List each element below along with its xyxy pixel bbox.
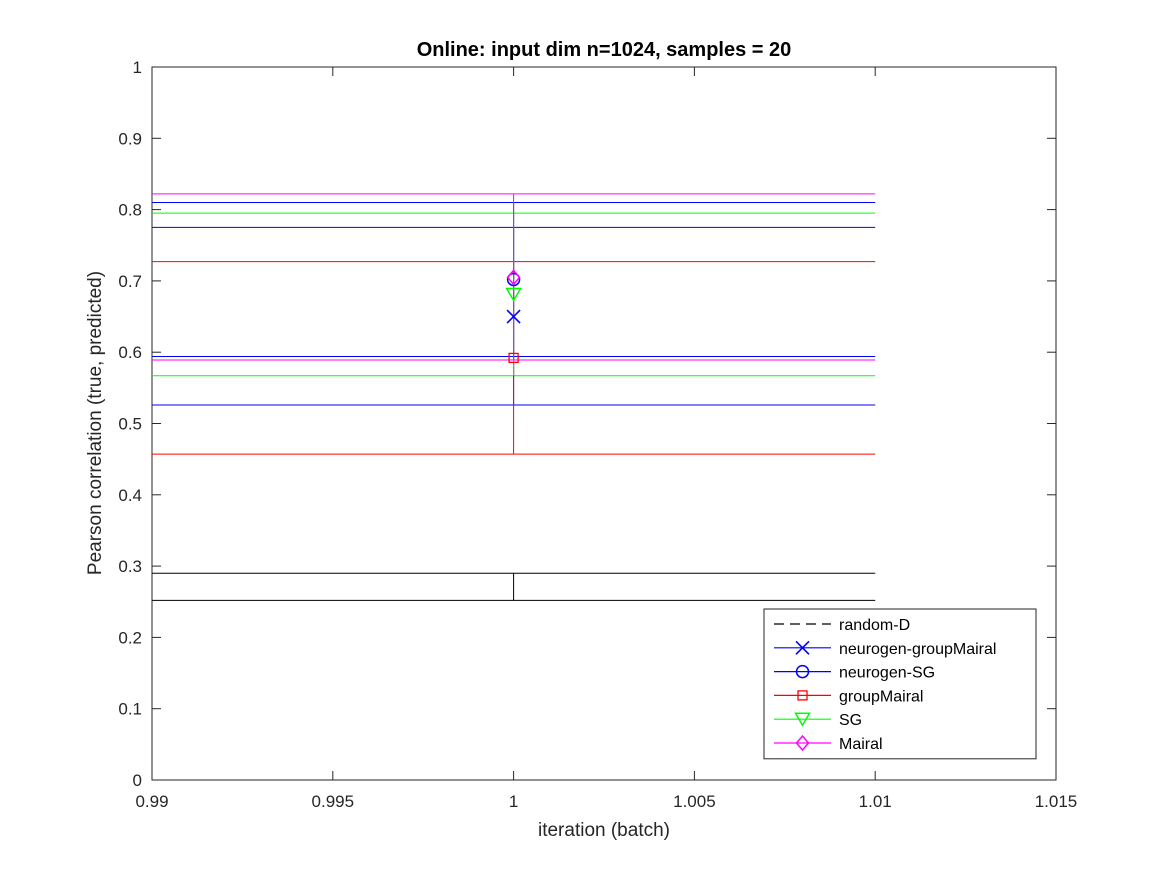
data-point-marker [506, 269, 521, 286]
legend-label: Mairal [839, 736, 883, 753]
x-tick-label: 0.99 [135, 792, 168, 811]
y-tick-label: 0.1 [118, 700, 142, 719]
y-tick-label: 0.2 [118, 628, 142, 647]
data-layer [152, 193, 876, 601]
axes: 0.99 0.995 1 1.005 1.01 1.015 0 0.1 0.2 0.3 0.4 0.5… [118, 58, 1077, 811]
x-tick-label: 1.015 [1035, 792, 1078, 811]
y-tick-label: 0.3 [118, 557, 142, 576]
y-tick-label: 0.8 [118, 201, 142, 220]
legend-marker [794, 712, 811, 727]
y-tick-label: 1 [133, 58, 142, 77]
legend-marker [797, 690, 808, 701]
data-point-marker [508, 352, 519, 364]
legend-label: groupMairal [839, 688, 923, 705]
x-tick-label: 1 [509, 792, 518, 811]
chart-title: Online: input dim n=1024, samples = 20 [417, 39, 792, 61]
legend-box [763, 608, 1037, 760]
x-tick-label: 1.005 [673, 792, 716, 811]
y-tick-label: 0 [133, 771, 142, 790]
x-tick-label: 1.01 [859, 792, 892, 811]
data-point-marker-stroke-b [506, 309, 521, 324]
legend-label: random-D [839, 617, 910, 634]
data-point-marker [505, 287, 522, 302]
y-axis-label: Pearson correlation (true, predicted) [85, 271, 106, 575]
legend-label: neurogen-SG [839, 665, 935, 682]
y-tick-label: 0.7 [118, 272, 142, 291]
data-point-marker [506, 309, 521, 324]
legend-label: SG [839, 712, 862, 729]
y-tick-label: 0.9 [118, 129, 142, 148]
legend: random-D neurogen-groupMairal neurogen-SG g… [763, 608, 1037, 760]
legend-marker [795, 664, 810, 679]
y-tick-label: 0.6 [118, 343, 142, 362]
legend-label: neurogen-groupMairal [839, 641, 996, 658]
x-axis-label: iteration (batch) [538, 820, 670, 841]
legend-marker [795, 734, 810, 752]
x-tick-label: 0.995 [312, 792, 355, 811]
legend-marker [795, 640, 810, 655]
legend-marker-stroke-b [795, 640, 810, 655]
y-tick-label: 0.5 [118, 415, 142, 434]
y-tick-label: 0.4 [118, 486, 142, 505]
